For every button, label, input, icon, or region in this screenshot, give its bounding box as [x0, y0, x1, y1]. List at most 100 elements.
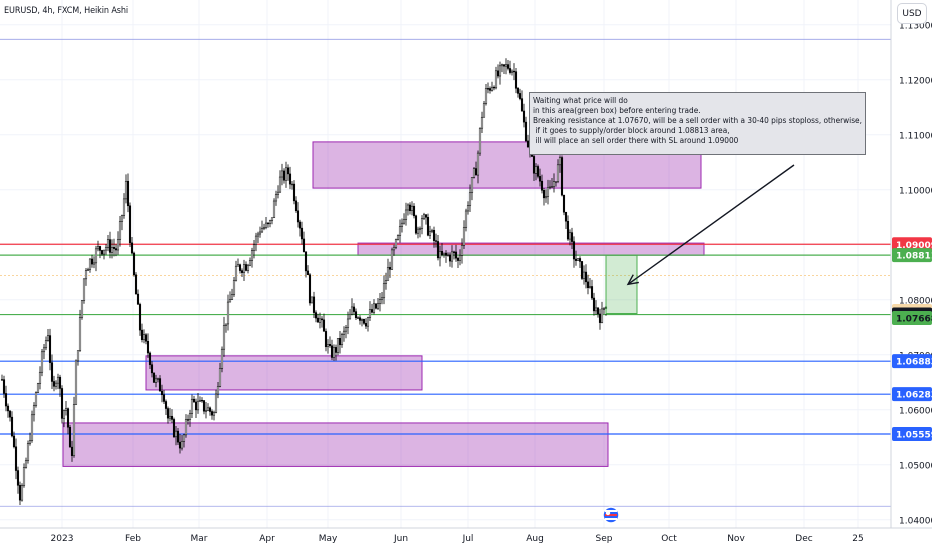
candle — [148, 351, 152, 369]
candle — [378, 292, 382, 312]
x-tick-label: Aug — [526, 534, 544, 544]
candle — [0, 374, 4, 381]
economic-event-icon[interactable] — [602, 506, 620, 524]
price-markers: 1.090091.088111.077311.068831.062831.055… — [892, 237, 932, 442]
candle — [156, 377, 160, 383]
candle — [354, 308, 358, 320]
symbol-title: EURUSD, 4h, FXCM, Heikin Ashi — [4, 6, 129, 16]
candle — [540, 174, 544, 194]
x-tick-label: May — [319, 534, 338, 544]
candle — [102, 249, 106, 260]
candle — [544, 189, 548, 203]
candle — [598, 308, 602, 330]
candle — [296, 202, 300, 228]
candle — [446, 252, 450, 257]
candle — [50, 354, 54, 390]
candle — [272, 198, 276, 218]
candle — [488, 86, 492, 94]
candle — [210, 409, 214, 420]
candle — [142, 329, 146, 344]
candle — [212, 410, 216, 421]
candle — [118, 215, 122, 247]
candle — [404, 202, 408, 226]
y-tick-label: 1.05000 — [899, 461, 932, 471]
currency-button[interactable]: USD — [897, 3, 927, 24]
candle — [442, 252, 446, 258]
note-line: in this area(green box) before entering … — [533, 105, 701, 115]
candle — [160, 384, 164, 403]
price-line-label: 1.06283 — [892, 387, 932, 402]
candle — [550, 178, 554, 188]
candle — [86, 267, 90, 271]
candle — [538, 168, 542, 187]
candle — [238, 263, 242, 274]
candle — [246, 263, 250, 274]
x-tick-label: 2023 — [51, 534, 74, 544]
candle — [280, 163, 284, 186]
candle — [74, 359, 78, 405]
x-tick-label: Dec — [795, 534, 812, 544]
candle — [588, 278, 592, 289]
y-tick-label: 1.13000 — [899, 21, 932, 31]
arrow-line — [627, 164, 795, 285]
candle — [380, 292, 384, 305]
candle — [490, 81, 494, 92]
candle — [268, 219, 272, 228]
candle — [390, 247, 394, 270]
candle — [484, 84, 488, 106]
candle — [384, 272, 388, 290]
candle — [282, 168, 286, 184]
candle — [402, 213, 406, 225]
candle — [428, 225, 432, 240]
candle — [556, 159, 560, 184]
candle — [372, 299, 376, 315]
candle — [206, 403, 210, 412]
candle — [422, 212, 426, 220]
candle — [392, 244, 396, 256]
candle — [394, 238, 398, 250]
candle — [456, 256, 460, 268]
candle — [298, 219, 302, 237]
candle — [90, 254, 94, 268]
candle — [28, 432, 32, 446]
text-note[interactable]: Waiting what price will do in this area(… — [529, 92, 866, 155]
candle — [162, 390, 166, 404]
y-tick-label: 1.10000 — [899, 186, 932, 196]
x-tick-label: Apr — [259, 534, 275, 544]
candle — [22, 463, 26, 488]
x-tick-label: Jun — [393, 534, 408, 544]
candle — [260, 220, 264, 233]
candle — [166, 406, 170, 424]
candle — [88, 258, 92, 273]
candle — [524, 116, 528, 143]
candle — [482, 100, 486, 118]
candle — [578, 256, 582, 269]
candle — [430, 228, 434, 234]
candle — [204, 402, 208, 419]
candle — [180, 435, 184, 451]
candle — [570, 227, 574, 249]
candle — [52, 375, 56, 392]
candle — [452, 250, 456, 260]
candle — [242, 259, 246, 281]
candle — [108, 231, 112, 259]
candle — [56, 373, 60, 390]
candle — [462, 220, 466, 250]
candle — [26, 440, 30, 464]
y-tick-label: 1.11000 — [899, 131, 932, 141]
candle — [336, 338, 340, 356]
candle — [114, 244, 118, 257]
svg-text:1.06283: 1.06283 — [896, 391, 932, 401]
candle — [424, 214, 428, 225]
candle — [304, 251, 308, 278]
candle — [70, 440, 74, 462]
candle — [508, 60, 512, 75]
price-line-label: 1.06883 — [892, 354, 932, 369]
y-tick-label: 1.06000 — [899, 406, 932, 416]
candle — [366, 316, 370, 332]
x-tick-label: 25 — [852, 534, 863, 544]
candle — [110, 239, 114, 259]
candles — [0, 58, 608, 505]
candle — [526, 134, 530, 148]
